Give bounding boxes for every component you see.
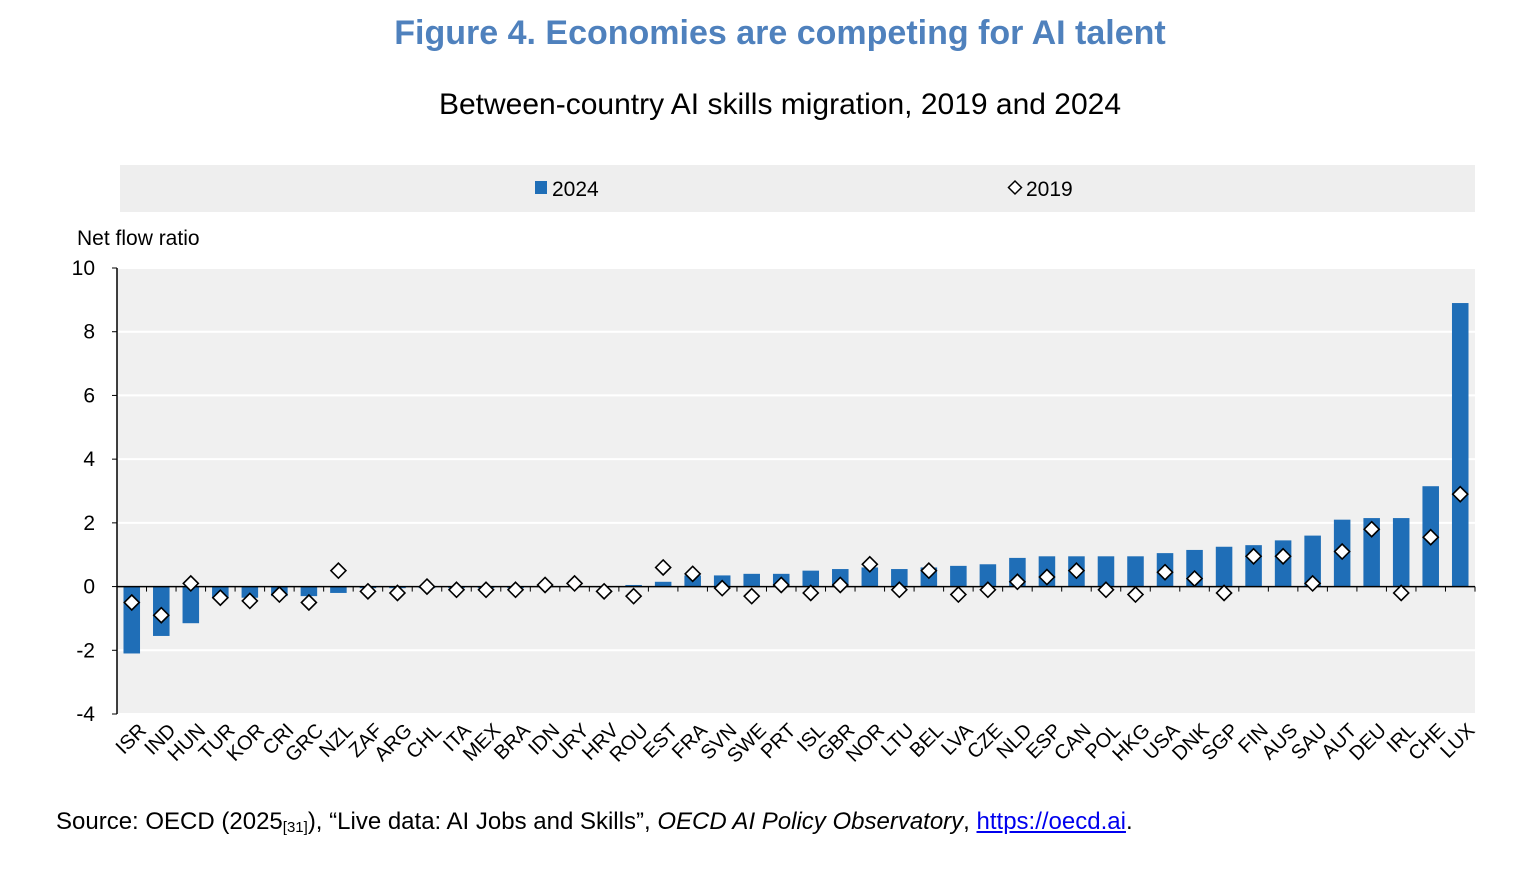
bar-2024-EST bbox=[654, 581, 672, 587]
bar-2024-LUX bbox=[1451, 303, 1469, 587]
source-link[interactable]: https://oecd.ai bbox=[976, 808, 1126, 835]
y-tick-label: 0 bbox=[83, 576, 95, 599]
legend-label-2019: 2019 bbox=[1026, 178, 1073, 201]
marker-2019-FIN bbox=[1244, 547, 1263, 565]
figure-title: Figure 4. Economies are competing for AI… bbox=[394, 14, 1166, 52]
marker-2019-SGP bbox=[1215, 584, 1233, 602]
marker-2019-ARG bbox=[388, 584, 407, 602]
x-tick-label: LUX bbox=[1436, 720, 1479, 763]
marker-2019-LUX bbox=[1451, 485, 1469, 503]
marker-2019-LTU bbox=[890, 581, 908, 599]
marker-2019-CHL bbox=[418, 577, 436, 596]
source-mid: ), “Live data: AI Jobs and Skills”, bbox=[307, 808, 658, 835]
bar-2024-LVA bbox=[950, 565, 967, 587]
gridlines bbox=[117, 267, 1475, 715]
marker-2019-SVN bbox=[713, 579, 731, 597]
marker-2019-NZL bbox=[329, 562, 348, 580]
source-prefix: Source: OECD (2025 bbox=[56, 808, 283, 835]
marker-2019-IDN bbox=[536, 576, 554, 594]
marker-2019-CHE bbox=[1422, 528, 1440, 546]
marker-2019-AUT bbox=[1333, 542, 1351, 561]
marker-2019-POL bbox=[1097, 581, 1115, 599]
marker-2019-USA bbox=[1156, 563, 1174, 581]
marker-2019-HRV bbox=[595, 582, 613, 600]
source-end: . bbox=[1125, 808, 1133, 835]
bar-2024-SGP bbox=[1215, 546, 1233, 587]
marker-2019-GBR bbox=[831, 576, 849, 594]
y-axis-title: Net flow ratio bbox=[77, 227, 200, 250]
bar-2024-NZL bbox=[330, 586, 347, 593]
marker-2019-BEL bbox=[920, 562, 938, 580]
marker-2019-AUS bbox=[1274, 547, 1292, 565]
bar-2024-SWE bbox=[743, 573, 760, 587]
marker-2019-FRA bbox=[684, 565, 702, 583]
y-tick-label: -2 bbox=[76, 639, 95, 662]
bar-2024-ISL bbox=[802, 570, 820, 587]
marker-2019-DEU bbox=[1363, 520, 1381, 538]
net-flow-bar-chart: 2024 2019 Net flow ratio -4-20246810ISRI… bbox=[72, 165, 1479, 767]
source-comma: , bbox=[963, 808, 977, 835]
bar-2024-ROU bbox=[625, 584, 642, 587]
marker-2019-ITA bbox=[447, 581, 466, 599]
y-tick-label: 2 bbox=[83, 512, 95, 535]
marker-2019-EST bbox=[654, 558, 672, 577]
legend-marker-2019 bbox=[1007, 179, 1023, 196]
marker-2019-PRT bbox=[772, 576, 790, 594]
bar-2024-POL bbox=[1097, 556, 1115, 587]
marker-2019-DNK bbox=[1185, 569, 1204, 588]
bar-2024-CZE bbox=[979, 564, 997, 587]
source-italic: OECD AI Policy Observatory bbox=[657, 808, 964, 835]
marker-2019-GRC bbox=[300, 593, 318, 612]
y-tick-label: 10 bbox=[72, 257, 95, 280]
marker-2019-TUR bbox=[211, 589, 229, 607]
source-ref: [31] bbox=[282, 819, 308, 836]
legend-label-2024: 2024 bbox=[552, 178, 599, 201]
marker-2019-CZE bbox=[979, 581, 997, 599]
y-tick-label: 6 bbox=[83, 384, 95, 407]
bar-2024-DEU bbox=[1363, 518, 1380, 587]
bar-2024-IRL bbox=[1392, 518, 1410, 587]
marker-2019-ROU bbox=[624, 587, 643, 605]
marker-2019-NLD bbox=[1008, 573, 1027, 591]
y-tick-label: 8 bbox=[83, 321, 95, 344]
marker-2019-LVA bbox=[949, 585, 968, 604]
legend-swatch-2024 bbox=[535, 181, 547, 194]
marker-2019-CRI bbox=[270, 585, 289, 604]
bar-2024-GRC bbox=[300, 586, 318, 597]
marker-2019-ISL bbox=[802, 584, 820, 602]
marker-2019-SWE bbox=[743, 587, 761, 605]
bar-2024-SAU bbox=[1304, 535, 1321, 587]
y-tick-label: -4 bbox=[76, 703, 95, 726]
figure-subtitle: Between-country AI skills migration, 201… bbox=[438, 88, 1122, 121]
marker-2019-HUN bbox=[182, 574, 200, 593]
marker-2019-CAN bbox=[1067, 562, 1086, 580]
bar-2024-HKG bbox=[1127, 556, 1144, 587]
marker-2019-NOR bbox=[861, 555, 879, 573]
marker-2019-SAU bbox=[1303, 574, 1322, 593]
marker-2019-IRL bbox=[1392, 584, 1410, 602]
bar-2024-KOR bbox=[241, 586, 259, 598]
marker-2019-URY bbox=[565, 574, 584, 593]
marker-2019-KOR bbox=[241, 592, 259, 610]
marker-2019-ZAF bbox=[359, 582, 377, 600]
plot-area bbox=[117, 268, 1475, 714]
marker-2019-HKG bbox=[1126, 585, 1145, 604]
bar-2024-HUN bbox=[182, 586, 200, 624]
marker-2019-ISR bbox=[123, 593, 141, 612]
marker-2019-MEX bbox=[477, 581, 495, 599]
legend-background bbox=[120, 165, 1475, 212]
markers-2019 bbox=[123, 485, 1469, 624]
marker-2019-IND bbox=[152, 606, 170, 624]
source-note: Source: OECD (2025[31]), “Live data: AI … bbox=[56, 808, 1133, 836]
marker-2019-BRA bbox=[506, 581, 525, 599]
bar-2024-LTU bbox=[891, 569, 908, 587]
axes bbox=[112, 267, 1476, 715]
bar-2024-NOR bbox=[861, 567, 879, 587]
marker-2019-ESP bbox=[1038, 568, 1056, 586]
y-tick-label: 4 bbox=[83, 448, 95, 471]
